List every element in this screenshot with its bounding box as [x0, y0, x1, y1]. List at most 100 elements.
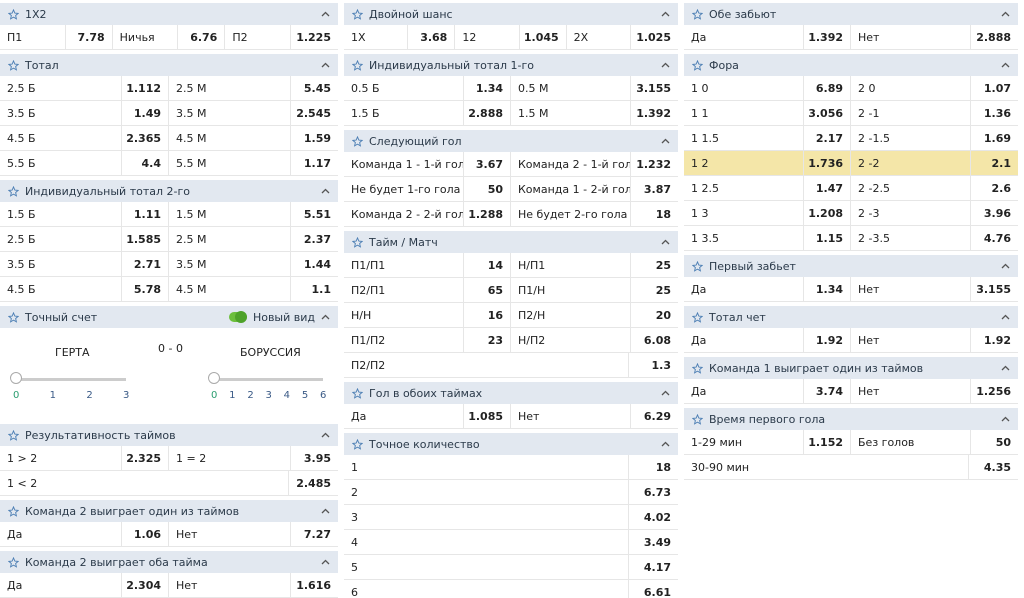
odds-value[interactable]: 2.304 [121, 573, 169, 597]
star-icon[interactable] [692, 311, 703, 323]
star-icon[interactable] [8, 8, 19, 20]
odds-value[interactable]: 5.51 [290, 202, 338, 226]
market-header[interactable]: Двойной шанс [344, 3, 678, 25]
collapse-caret[interactable] [661, 441, 670, 447]
collapse-caret[interactable] [321, 432, 330, 438]
goal-slider-handle[interactable] [208, 372, 220, 384]
collapse-caret[interactable] [321, 188, 330, 194]
star-icon[interactable] [352, 135, 363, 147]
odds-value[interactable]: 6.76 [177, 25, 226, 49]
star-icon[interactable] [692, 362, 703, 374]
odds-value[interactable]: 65 [463, 278, 511, 302]
odds-value[interactable]: 3.155 [630, 76, 678, 100]
odds-value[interactable]: 1.92 [803, 328, 851, 352]
market-header[interactable]: Время первого гола [684, 408, 1018, 430]
odds-value[interactable]: 7.27 [290, 522, 338, 546]
collapse-caret[interactable] [321, 508, 330, 514]
star-icon[interactable] [692, 413, 703, 425]
odds-value[interactable]: 1.152 [803, 430, 851, 454]
star-icon[interactable] [352, 236, 363, 248]
collapse-caret[interactable] [1001, 314, 1010, 320]
odds-value[interactable]: 1.585 [121, 227, 169, 251]
odds-value[interactable]: 2.888 [463, 101, 511, 125]
collapse-caret[interactable] [1001, 62, 1010, 68]
odds-value[interactable]: 2.888 [970, 25, 1018, 49]
collapse-caret[interactable] [661, 239, 670, 245]
odds-value[interactable]: 1.232 [630, 152, 678, 176]
odds-value[interactable]: 1.44 [290, 252, 338, 276]
odds-value[interactable]: 1.47 [803, 176, 851, 200]
odds-value[interactable]: 1.17 [290, 151, 338, 175]
odds-value[interactable]: 25 [630, 253, 678, 277]
market-header[interactable]: Обе забьют [684, 3, 1018, 25]
market-header[interactable]: Результативность таймов [0, 424, 338, 446]
collapse-caret[interactable] [1001, 416, 1010, 422]
market-header[interactable]: Первый забьет [684, 255, 1018, 277]
odds-value[interactable]: 1.045 [518, 25, 567, 49]
odds-value[interactable]: 3.67 [463, 152, 511, 176]
odds-value[interactable]: 6.08 [630, 328, 678, 352]
odds-value[interactable]: 1.92 [970, 328, 1018, 352]
odds-value[interactable]: 1.256 [970, 379, 1018, 403]
odds-value[interactable]: 1.49 [121, 101, 169, 125]
odds-value[interactable]: 3.96 [970, 201, 1018, 225]
odds-value[interactable]: 4.76 [970, 226, 1018, 250]
collapse-caret[interactable] [661, 390, 670, 396]
odds-value[interactable]: 2.6 [970, 176, 1018, 200]
odds-value[interactable]: 3.87 [630, 177, 678, 201]
odds-value[interactable]: 5.45 [290, 76, 338, 100]
star-icon[interactable] [8, 556, 19, 568]
odds-value[interactable]: 1.34 [463, 76, 511, 100]
odds-value[interactable]: 2.325 [121, 446, 169, 470]
odds-value[interactable]: 2.37 [290, 227, 338, 251]
odds-value[interactable]: 16 [463, 303, 511, 327]
odds-value[interactable]: 1.225 [289, 25, 338, 49]
odds-value[interactable]: 3.74 [803, 379, 851, 403]
odds-value[interactable]: 4.4 [121, 151, 169, 175]
odds-value[interactable]: 5.78 [121, 277, 169, 301]
view-toggle[interactable] [228, 311, 247, 323]
odds-value[interactable]: 2.71 [121, 252, 169, 276]
odds-value[interactable]: 50 [463, 177, 511, 201]
collapse-caret[interactable] [661, 62, 670, 68]
odds-value[interactable]: 4.17 [628, 555, 678, 579]
odds-value[interactable]: 6.29 [630, 404, 678, 428]
odds-value[interactable]: 4.35 [968, 455, 1018, 479]
odds-value[interactable]: 3.155 [970, 277, 1018, 301]
odds-value[interactable]: 2.485 [288, 471, 338, 495]
odds-value[interactable]: 1.112 [121, 76, 169, 100]
odds-value[interactable]: 1.3 [628, 353, 678, 377]
market-header[interactable]: Фора [684, 54, 1018, 76]
odds-value[interactable]: 23 [463, 328, 511, 352]
odds-value[interactable]: 7.78 [64, 25, 113, 49]
collapse-caret[interactable] [661, 11, 670, 17]
odds-value[interactable]: 1.208 [803, 201, 851, 225]
star-icon[interactable] [692, 8, 703, 20]
odds-value[interactable]: 1.07 [970, 76, 1018, 100]
odds-value[interactable]: 6.73 [628, 480, 678, 504]
odds-value[interactable]: 1.06 [121, 522, 169, 546]
odds-value[interactable]: 1.34 [803, 277, 851, 301]
collapse-caret[interactable] [661, 138, 670, 144]
odds-value[interactable]: 3.68 [407, 25, 456, 49]
odds-value[interactable]: 1.025 [629, 25, 678, 49]
market-header[interactable]: Тотал [0, 54, 338, 76]
odds-value[interactable]: 1.1 [290, 277, 338, 301]
odds-value[interactable]: 25 [630, 278, 678, 302]
odds-value[interactable]: 2.365 [121, 126, 169, 150]
odds-value[interactable]: 1.616 [290, 573, 338, 597]
market-header[interactable]: Точное количество [344, 433, 678, 455]
odds-value[interactable]: 1.085 [463, 404, 511, 428]
odds-value[interactable]: 2.17 [803, 126, 851, 150]
collapse-caret[interactable] [1001, 11, 1010, 17]
collapse-caret[interactable] [1001, 263, 1010, 269]
odds-value[interactable]: 3.49 [628, 530, 678, 554]
market-header[interactable]: Команда 1 выиграет один из таймов [684, 357, 1018, 379]
odds-value[interactable]: 18 [630, 202, 678, 226]
market-header[interactable]: Тайм / Матч [344, 231, 678, 253]
collapse-caret[interactable] [321, 11, 330, 17]
odds-value[interactable]: 3.056 [803, 101, 851, 125]
market-header[interactable]: Команда 2 выиграет один из таймов [0, 500, 338, 522]
odds-value[interactable]: 6.61 [628, 580, 678, 598]
collapse-caret[interactable] [321, 314, 330, 320]
